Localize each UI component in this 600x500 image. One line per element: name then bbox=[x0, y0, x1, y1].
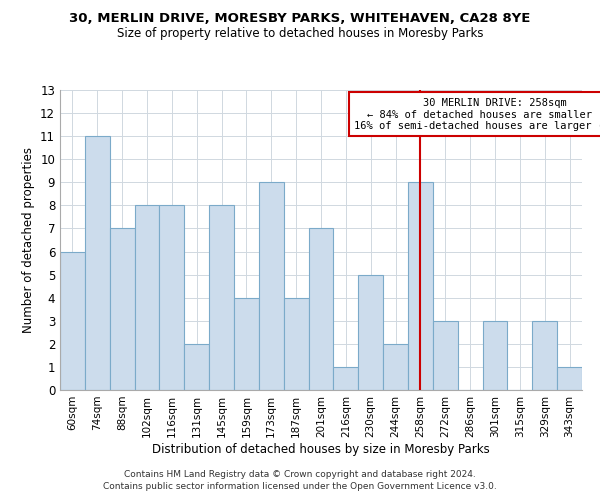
Text: Contains HM Land Registry data © Crown copyright and database right 2024.: Contains HM Land Registry data © Crown c… bbox=[124, 470, 476, 479]
Bar bbox=[85, 136, 110, 390]
Text: Contains public sector information licensed under the Open Government Licence v3: Contains public sector information licen… bbox=[103, 482, 497, 491]
Text: 30, MERLIN DRIVE, MORESBY PARKS, WHITEHAVEN, CA28 8YE: 30, MERLIN DRIVE, MORESBY PARKS, WHITEHA… bbox=[70, 12, 530, 26]
Bar bbox=[408, 182, 433, 390]
Bar bbox=[308, 228, 334, 390]
Bar bbox=[234, 298, 259, 390]
X-axis label: Distribution of detached houses by size in Moresby Parks: Distribution of detached houses by size … bbox=[152, 442, 490, 456]
Bar bbox=[284, 298, 308, 390]
Y-axis label: Number of detached properties: Number of detached properties bbox=[22, 147, 35, 333]
Bar bbox=[110, 228, 134, 390]
Text: Size of property relative to detached houses in Moresby Parks: Size of property relative to detached ho… bbox=[117, 28, 483, 40]
Bar bbox=[184, 344, 209, 390]
Bar bbox=[532, 321, 557, 390]
Bar bbox=[433, 321, 458, 390]
Bar bbox=[160, 206, 184, 390]
Bar bbox=[383, 344, 408, 390]
Bar bbox=[334, 367, 358, 390]
Bar bbox=[60, 252, 85, 390]
Bar bbox=[209, 206, 234, 390]
Text: 30 MERLIN DRIVE: 258sqm
← 84% of detached houses are smaller (82)
16% of semi-de: 30 MERLIN DRIVE: 258sqm ← 84% of detache… bbox=[355, 98, 600, 131]
Bar bbox=[482, 321, 508, 390]
Bar bbox=[557, 367, 582, 390]
Bar bbox=[358, 274, 383, 390]
Bar bbox=[134, 206, 160, 390]
Bar bbox=[259, 182, 284, 390]
